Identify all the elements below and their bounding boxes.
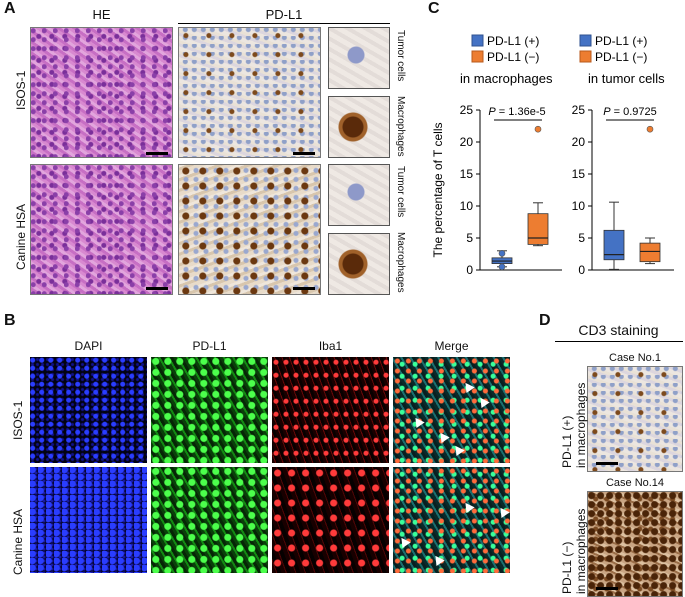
arrowhead-icon [476,394,490,409]
merge-image-isos1 [393,357,510,463]
he-column-header: HE [92,7,111,22]
pdl1-header-rule [178,23,390,24]
column-header-pdl1: PD-L1 [192,339,227,353]
y-tick-label: 15 [460,167,474,181]
iba1-image-isos1 [272,357,389,463]
pdl1-image-canine-hsa [178,164,321,295]
y-axis-label: The percentage of T cells [431,123,445,258]
row1-line1: PD-L1 (+) [560,415,574,468]
panel-b-label: B [4,312,16,329]
row-label-canine-hsa: Canine HSA [11,508,25,575]
arrowhead-icon [461,499,475,514]
box-plot-chart: PD-L1 (+) PD-L1 (−) in macrophages PD-L1… [431,34,674,277]
row2-line2: in macrophages [574,508,588,594]
dapi-image-hsa [30,467,147,573]
row-label-canine-hsa: Canine HSA [14,203,28,270]
outlier-point [646,125,654,133]
legend-swatch-pos [471,34,484,47]
legend-right-neg: PD-L1 (−) [595,50,647,64]
outlier-point [498,250,506,257]
column-header-merge: Merge [434,339,469,353]
zoom-label: Tumor cells [395,166,406,218]
cd3-image-case1 [587,366,683,472]
caption-macrophages: in macrophages [460,71,553,86]
arrowhead-icon [411,414,425,429]
pdl1-column-header: PD-L1 [265,7,303,22]
case1-label: Case No.1 [609,352,661,364]
arrowhead-icon [451,442,465,457]
pdl1-fluor-isos1 [151,357,268,463]
arrowhead-icon [461,379,475,394]
p-value-tumor: P = 0.9725 [603,106,657,118]
legend-left-neg: PD-L1 (−) [487,50,539,64]
case14-label: Case No.14 [605,477,665,489]
row-label-isos1: ISOS-1 [14,70,28,110]
y-tick-label: 15 [572,167,586,181]
legend-right-pos: PD-L1 (+) [595,34,647,48]
merge-image-hsa [393,467,510,573]
legend-swatch-pos [579,34,592,47]
outlier-point [534,125,542,133]
y-tick-label: 10 [572,199,586,213]
iba1-image-hsa [272,467,389,573]
arrowhead-icon [436,429,450,444]
legend-left-pos: PD-L1 (+) [487,34,539,48]
scale-bar [293,152,315,155]
y-tick-label: 0 [578,263,585,277]
panel-d-label: D [539,312,551,329]
he-image-isos1 [30,27,173,158]
zoom-label: Macrophages [395,96,406,157]
panel-c-label: C [428,0,440,17]
arrowhead-icon [496,504,510,519]
zoom-label: Tumor cells [395,30,406,82]
scale-bar [293,287,315,290]
y-tick-label: 5 [578,231,585,245]
title-rule [555,341,683,342]
panel-a-label: A [4,0,16,17]
zoom-tumor-hsa [328,164,390,226]
cd3-staining-title: CD3 staining [578,322,659,338]
outlier-point [498,263,506,271]
scale-bar [146,152,168,155]
p-value: = 1.36e-5 [496,106,546,118]
zoom-macrophage-hsa [328,233,390,295]
row-label-isos1: ISOS-1 [11,400,25,440]
cd3-image-case14 [587,491,683,597]
row2-line1: PD-L1 (−) [560,541,574,594]
zoom-label: Macrophages [395,232,406,293]
column-header-iba1: Iba1 [318,339,343,353]
y-tick-label: 10 [460,199,474,213]
y-tick-label: 20 [572,135,586,149]
y-tick-label: 20 [460,135,474,149]
box [527,213,549,245]
p-value: = 0.9725 [611,106,657,118]
y-tick-label: 0 [466,263,473,277]
pdl1-image-isos1 [178,27,321,158]
arrowhead-icon [431,552,445,567]
y-tick-label: 25 [572,103,586,117]
y-tick-label: 25 [460,103,474,117]
caption-tumor-cells: in tumor cells [588,71,665,86]
scale-bar [146,287,168,290]
scale-bar [596,462,618,465]
y-tick-label: 5 [466,231,473,245]
box [639,242,661,263]
p-symbol: P [603,106,611,118]
p-symbol: P [488,106,496,118]
dapi-image-isos1 [30,357,147,463]
pdl1-fluor-hsa [151,467,268,573]
row1-line2: in macrophages [574,382,588,468]
zoom-tumor-isos1 [328,27,390,89]
p-value-macrophages: P = 1.36e-5 [488,106,545,118]
arrowhead-icon [397,534,411,549]
box [603,229,625,261]
zoom-macrophage-isos1 [328,96,390,158]
legend-swatch-neg [471,50,484,63]
scale-bar [596,587,618,590]
column-header-dapi: DAPI [74,339,103,353]
he-image-canine-hsa [30,164,173,295]
legend-swatch-neg [579,50,592,63]
